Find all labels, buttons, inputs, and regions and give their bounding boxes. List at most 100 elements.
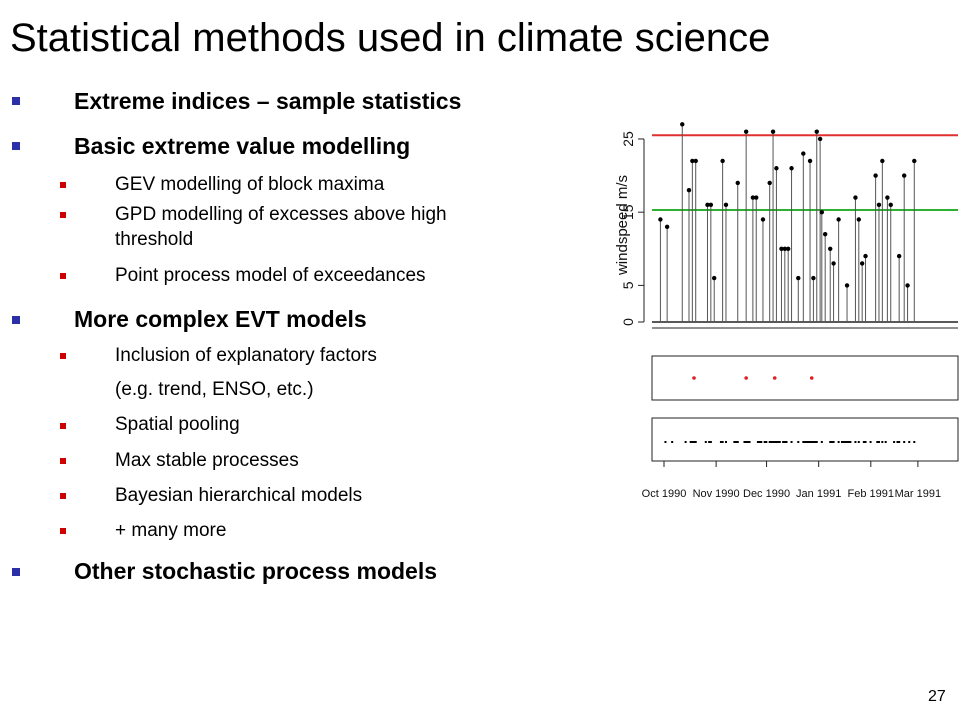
event-point — [842, 441, 845, 443]
y-tick-label: 0 — [620, 318, 636, 326]
bullet-marker-icon — [12, 97, 20, 105]
sub-bullet-item: GPD modelling of excesses above high — [115, 204, 447, 225]
event-point — [896, 441, 899, 443]
observation-point — [822, 231, 828, 237]
event-point — [844, 441, 847, 443]
y-tick-label: 15 — [620, 204, 636, 220]
observation-point — [782, 246, 788, 251]
event-point — [721, 441, 724, 443]
observation-point — [779, 246, 784, 251]
sub-bullet-item: Spatial pooling — [115, 414, 240, 435]
event-panel — [651, 417, 959, 462]
page-number: 27 — [928, 688, 946, 705]
event-point — [745, 441, 748, 443]
observation-point — [680, 122, 685, 127]
event-point — [857, 441, 860, 443]
event-point — [756, 441, 759, 443]
event-point — [748, 441, 751, 443]
observation-point — [896, 253, 902, 259]
event-point — [809, 441, 812, 443]
bullet-item: Other stochastic process models — [74, 558, 438, 584]
event-point — [763, 441, 766, 443]
observation-point — [905, 283, 910, 288]
event-point — [913, 441, 916, 443]
observation-point — [856, 217, 862, 222]
event-point — [820, 441, 823, 443]
event-point — [689, 441, 692, 443]
event-point — [864, 441, 867, 443]
observation-point — [789, 166, 794, 171]
sub-bullet-marker-icon — [60, 182, 66, 188]
event-point — [810, 441, 813, 443]
observation-point — [807, 158, 813, 164]
event-point — [704, 441, 707, 443]
observation-point — [814, 129, 819, 134]
event-point — [691, 441, 694, 443]
exceedance-point — [692, 376, 696, 380]
observation-point — [876, 202, 882, 208]
event-point — [815, 441, 818, 443]
x-tick-label: Mar 1991 — [895, 488, 941, 500]
event-point — [768, 441, 771, 443]
windspeed-figure: windspeed m/s 0 5 15 25 Oct 1990 Nov 1990 Dec 1… — [614, 122, 959, 500]
observation-point — [690, 158, 695, 164]
event-point — [862, 441, 865, 443]
exceedance-point — [772, 376, 777, 380]
event-point — [854, 441, 857, 443]
event-point — [847, 441, 850, 443]
event-point — [785, 441, 788, 443]
event-point — [724, 441, 727, 443]
observation-point — [853, 195, 858, 200]
event-point — [804, 441, 806, 443]
event-point — [898, 441, 901, 443]
observation-point — [770, 129, 776, 134]
event-point — [876, 441, 879, 443]
observation-point — [817, 136, 823, 142]
x-tick-label: Nov 1990 — [693, 488, 740, 500]
sub-bullet-marker-icon — [60, 493, 66, 499]
observation-point — [658, 217, 663, 222]
observation-point — [664, 224, 670, 230]
sub-bullet-continuation: (e.g. trend, ENSO, etc.) — [115, 379, 314, 400]
event-point — [719, 441, 722, 443]
observation-point — [796, 275, 801, 281]
event-point — [758, 441, 761, 443]
event-point — [694, 441, 697, 443]
event-point — [775, 441, 778, 443]
sub-bullet-continuation: threshold — [115, 229, 194, 250]
x-tick-label: Feb 1991 — [848, 488, 894, 500]
event-point — [893, 441, 896, 443]
event-point — [812, 441, 815, 443]
sub-bullet-item: + many more — [115, 520, 227, 541]
event-point — [664, 441, 667, 443]
event-point — [736, 441, 739, 443]
event-point — [903, 441, 906, 443]
observation-point — [811, 275, 816, 281]
observation-point — [836, 217, 841, 222]
event-point — [708, 441, 711, 443]
event-point — [869, 441, 872, 443]
y-tick-label: 5 — [620, 281, 636, 289]
observation-point — [760, 217, 766, 222]
event-point — [746, 441, 749, 443]
event-point — [693, 441, 696, 443]
observation-point — [785, 246, 791, 251]
event-point — [807, 441, 810, 443]
y-tick-label: 25 — [620, 131, 636, 147]
event-point — [881, 441, 884, 443]
event-point — [743, 441, 746, 443]
event-point — [770, 441, 773, 443]
event-point — [830, 441, 833, 443]
event-point — [877, 441, 880, 443]
observation-point — [693, 158, 698, 164]
bullet-marker-icon — [12, 568, 20, 576]
event-point — [814, 441, 817, 443]
event-point — [777, 441, 780, 443]
event-point — [832, 441, 835, 443]
bullet-item: More complex EVT models — [74, 306, 367, 332]
observation-point — [801, 151, 806, 156]
event-point — [846, 441, 849, 443]
sub-bullet-item: Inclusion of explanatory factors — [115, 345, 377, 366]
observation-point — [819, 209, 825, 215]
